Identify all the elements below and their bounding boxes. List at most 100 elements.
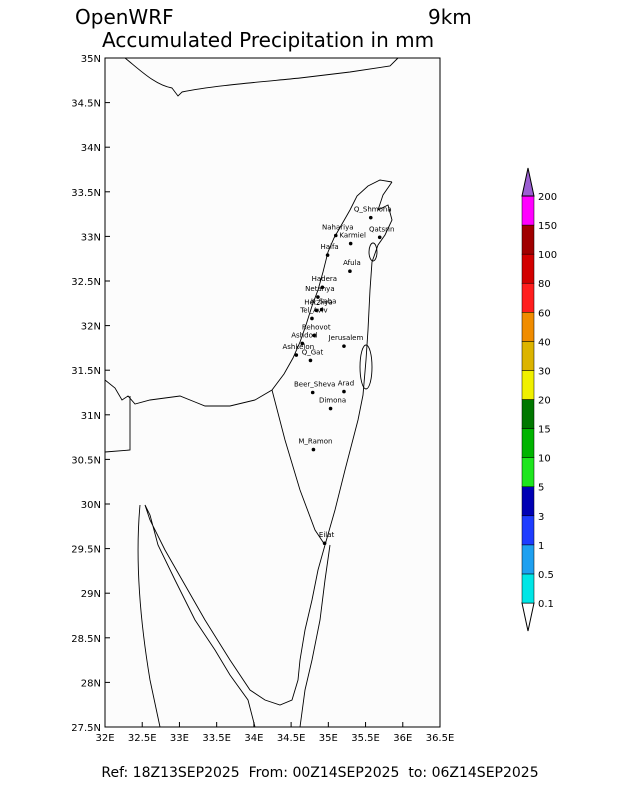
colorbar-segment: [521, 282, 535, 313]
city-label: Rehovot: [302, 323, 331, 331]
city-marker: [319, 307, 324, 312]
city-marker: [294, 353, 299, 357]
city-label: Q_Gat: [302, 348, 324, 356]
city-label: Netanya: [305, 285, 334, 293]
y-tick-label: 34N: [81, 143, 101, 154]
y-tick-label: 30N: [81, 500, 101, 511]
city-marker: [348, 241, 353, 246]
map-frame: [104, 57, 441, 728]
colorbar-label: 0.5: [538, 570, 554, 581]
egypt-border: [104, 396, 131, 453]
city-marker: [310, 316, 314, 321]
colorbar-segment: [521, 224, 535, 255]
y-tick-label: 27.5N: [71, 723, 101, 734]
city-marker: [310, 390, 315, 395]
kinneret: [368, 242, 378, 262]
city-label: K_Saba: [311, 298, 337, 306]
colorbar-segment: [521, 341, 535, 371]
y-tick-label: 31N: [81, 411, 101, 422]
sinai-coast: [144, 504, 326, 728]
colorbar-segment: [521, 486, 535, 517]
x-tick-label: 36E: [393, 733, 412, 744]
city-marker: [325, 253, 330, 257]
x-tick-label: 36.5E: [426, 733, 455, 744]
colorbar-segment: [521, 312, 535, 342]
map-title: Accumulated Precipitation in mm: [102, 28, 434, 52]
city-label: Nahariya: [322, 224, 354, 232]
colorbar-label: 1: [538, 541, 544, 552]
colorbar-low: [521, 602, 535, 632]
colorbar-segment: [521, 370, 535, 400]
colorbar-label: 20: [538, 396, 551, 407]
colorbar-segment: [521, 544, 535, 575]
city-marker: [333, 233, 338, 238]
gulf-aqaba-east: [299, 544, 331, 728]
y-tick-label: 34.5N: [71, 99, 101, 110]
x-tick-label: 35E: [319, 733, 338, 744]
colorbar-label: 10: [538, 454, 551, 465]
city-marker: [342, 344, 346, 348]
y-tick-label: 35N: [81, 54, 101, 65]
city-marker: [300, 341, 305, 346]
city-marker: [308, 358, 313, 363]
city-marker: [328, 406, 333, 411]
city-label: Ashkelon: [282, 343, 314, 351]
y-tick-label: 29.5N: [71, 545, 101, 556]
city-label: Eilat: [319, 531, 335, 539]
city-label: Karmiel: [339, 232, 366, 240]
y-tick-label: 28N: [81, 678, 101, 689]
x-tick-label: 33E: [170, 733, 189, 744]
colorbar-label: 40: [538, 337, 551, 348]
colorbar-high: [521, 167, 535, 197]
colorbar-segment: [521, 195, 535, 226]
colorbar-segment: [521, 253, 535, 284]
colorbar-label: 0.1: [538, 599, 554, 610]
x-tick-label: 33.5E: [202, 733, 231, 744]
colorbar-segment: [521, 399, 535, 429]
city-label: Q_Shmona: [354, 206, 392, 214]
city-marker: [316, 295, 320, 299]
resolution: 9km: [428, 5, 472, 29]
colorbar-segment: [521, 457, 535, 487]
model-name: OpenWRF: [75, 5, 174, 29]
colorbar-segment: [521, 515, 535, 546]
colorbar-label: 150: [538, 221, 557, 232]
y-tick-label: 30.5N: [71, 455, 101, 466]
colorbar-label: 60: [538, 308, 551, 319]
city-label: Hadera: [312, 275, 337, 283]
city-label: Haifa: [320, 243, 338, 251]
city-marker: [322, 541, 327, 546]
gulf-suez-west: [137, 504, 161, 728]
sinai-border: [271, 389, 326, 546]
city-marker: [377, 235, 382, 240]
city-label: Afula: [343, 259, 361, 267]
city-marker: [314, 308, 319, 313]
city-marker: [311, 447, 316, 452]
y-tick-label: 33N: [81, 232, 101, 243]
colorbar-segment: [521, 428, 535, 458]
colorbar-label: 200: [538, 192, 557, 203]
east-border: [324, 181, 393, 546]
colorbar-segment: [521, 573, 535, 604]
city-marker: [368, 215, 373, 220]
city-label: Beer_Sheva: [294, 381, 335, 389]
city-label: Jerusalem: [328, 334, 364, 342]
y-tick-label: 33.5N: [71, 188, 101, 199]
city-label: Ashdod: [291, 331, 317, 339]
y-tick-label: 32N: [81, 322, 101, 333]
med-coast: [104, 179, 393, 407]
footer: Ref: 18Z13SEP2025 From: 00Z14SEP2025 to:…: [101, 765, 538, 781]
dead-sea: [359, 344, 373, 390]
colorbar-label: 30: [538, 366, 551, 377]
x-tick-label: 32.5E: [128, 733, 157, 744]
north-coast: [124, 57, 399, 97]
city-marker: [320, 285, 325, 290]
city-label: M_Ramon: [298, 438, 332, 446]
x-tick-label: 32E: [95, 733, 114, 744]
city-marker: [348, 269, 352, 273]
colorbar-label: 3: [538, 512, 544, 523]
coastlines: [104, 57, 399, 728]
x-tick-label: 34E: [244, 733, 263, 744]
colorbar-label: 5: [538, 483, 544, 494]
